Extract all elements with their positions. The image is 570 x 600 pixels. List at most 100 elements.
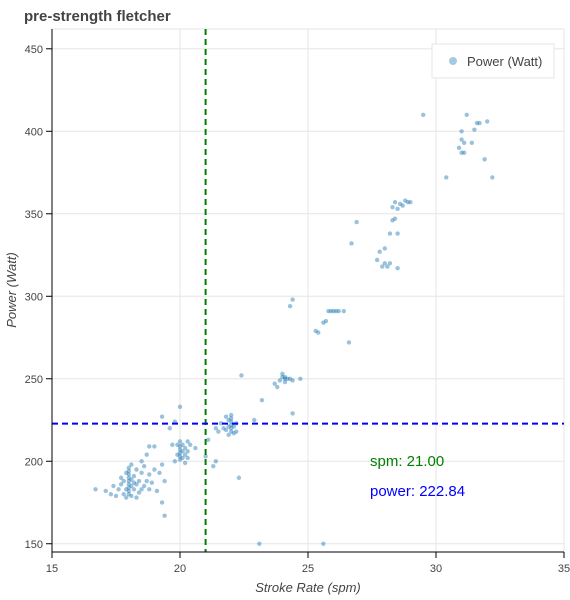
data-point [159, 500, 165, 505]
data-point [461, 140, 467, 146]
data-point [298, 376, 303, 381]
data-point [147, 472, 152, 477]
data-point [400, 203, 405, 208]
y-tick-label: 350 [25, 209, 43, 221]
data-point [116, 487, 121, 492]
data-point [474, 120, 480, 126]
scatter-points [93, 112, 495, 546]
data-point [182, 460, 188, 466]
data-point [149, 480, 155, 485]
data-point [177, 457, 183, 462]
y-tick-label: 150 [25, 539, 43, 551]
data-point [290, 411, 295, 416]
data-point [459, 129, 464, 134]
data-point [185, 439, 190, 444]
data-point [126, 472, 131, 477]
x-tick-label: 30 [430, 563, 442, 575]
data-point [211, 464, 216, 469]
y-tick-label: 300 [25, 291, 43, 303]
data-point [131, 487, 137, 492]
legend-box [431, 43, 555, 79]
data-point [172, 459, 178, 464]
data-point [139, 487, 144, 492]
data-point [282, 379, 288, 385]
x-tick-label: 15 [46, 563, 58, 575]
data-point [229, 412, 234, 418]
data-point [349, 241, 354, 246]
data-point [323, 318, 329, 324]
data-point [141, 483, 147, 489]
data-point [390, 204, 395, 210]
data-point [134, 467, 139, 472]
data-point [167, 426, 172, 431]
y-axis-label: Power (Watt) [4, 252, 19, 328]
data-point [377, 249, 382, 254]
data-point [177, 404, 183, 410]
data-point [282, 374, 288, 380]
data-point [395, 206, 400, 212]
data-point [290, 297, 295, 302]
data-point [392, 216, 398, 221]
data-point [139, 459, 144, 464]
data-point [213, 459, 219, 464]
data-point [336, 308, 341, 314]
data-point [162, 478, 167, 484]
data-point [382, 246, 387, 251]
data-point [180, 442, 185, 447]
data-point [229, 426, 234, 431]
data-point [223, 427, 229, 433]
data-point [126, 478, 131, 484]
legend-entry-power: Power (Watt) [467, 54, 542, 69]
data-point [170, 442, 175, 447]
legend-marker [449, 57, 457, 65]
data-point [203, 454, 208, 459]
data-point [421, 112, 426, 117]
data-point [316, 330, 321, 335]
data-point [93, 487, 98, 492]
data-point [175, 452, 180, 457]
data-point [118, 482, 124, 487]
data-point [147, 444, 152, 449]
data-point [229, 416, 234, 421]
data-point [408, 200, 413, 205]
data-point [180, 455, 185, 461]
y-tick-label: 200 [25, 456, 43, 468]
data-point [136, 490, 142, 495]
data-point [177, 454, 183, 459]
data-point [159, 462, 165, 467]
data-point [395, 266, 400, 271]
data-point [226, 417, 231, 423]
data-point [121, 492, 126, 497]
data-point [354, 219, 359, 225]
data-point [113, 493, 119, 499]
data-point [141, 464, 147, 469]
data-point [231, 424, 236, 429]
data-point [159, 414, 165, 419]
data-point [490, 175, 495, 180]
data-point [234, 429, 239, 434]
data-point [108, 492, 114, 497]
data-point [131, 473, 137, 479]
data-point [287, 303, 293, 309]
data-point [185, 449, 190, 454]
data-point [221, 426, 226, 431]
data-point [405, 200, 411, 205]
ticks: 15 20 25 30 35 150 200 250 300 350 400 450 [25, 44, 570, 575]
data-point [121, 478, 126, 484]
data-point [124, 487, 129, 492]
data-point [485, 119, 490, 124]
data-point [188, 442, 193, 447]
data-point [185, 455, 190, 461]
data-point [126, 482, 131, 487]
data-point [147, 487, 152, 492]
data-point [231, 431, 236, 436]
data-point [275, 384, 280, 390]
data-point [239, 373, 244, 378]
data-point [328, 308, 334, 314]
data-point [124, 495, 129, 500]
data-point [193, 445, 198, 451]
legend: Power (Watt) [431, 43, 555, 79]
data-point [144, 478, 149, 484]
data-point [290, 378, 295, 383]
data-point [392, 200, 398, 205]
